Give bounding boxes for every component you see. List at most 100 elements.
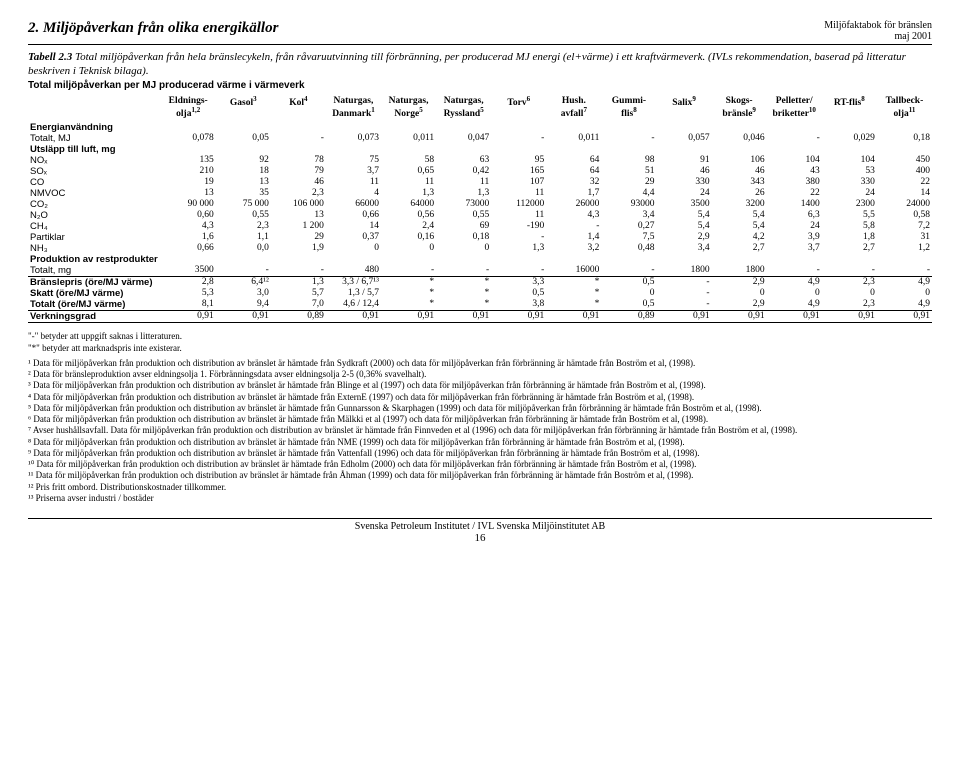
table-row: CO191346111111107322933034338033022 [28,177,932,188]
cell: * [546,277,601,288]
table-caption: Tabell 2.3 Total miljöpåverkan från hela… [28,51,932,92]
cell: 3500 [161,265,216,277]
cell: - [546,221,601,232]
cell [877,122,932,133]
cell [491,122,546,133]
cell: 2,3 [271,188,326,199]
cell: 13 [216,177,271,188]
table-row: Utsläpp till luft, mg [28,144,932,155]
row-label: CO [28,177,161,188]
cell: 0,91 [161,311,216,323]
cell: 46 [271,177,326,188]
cell: 4,6 / 12,4 [326,299,381,311]
cell: - [216,265,271,277]
cell: 3,8 [491,299,546,311]
cell: 4,9 [767,299,822,311]
cell: - [491,265,546,277]
table-head: Eldnings-olja1,2Gasol3Kol4Naturgas,Danma… [28,96,932,122]
cell: 1,8 [822,232,877,243]
footnote: ¹ Data för miljöpåverkan från produktion… [28,358,932,369]
cell: 210 [161,166,216,177]
top-bar: 2. Miljöpåverkan från olika energikällor… [28,20,932,45]
cell [767,144,822,155]
table-row: Produktion av restprodukter [28,254,932,265]
cell: 0,91 [822,311,877,323]
cell: 92 [216,155,271,166]
cell [436,254,491,265]
cell: 24000 [877,199,932,210]
cell: 79 [271,166,326,177]
cell: 1,7 [546,188,601,199]
cell [767,254,822,265]
row-label: Skatt (öre/MJ värme) [28,288,161,299]
cell: 0,011 [546,133,601,144]
cell [546,122,601,133]
cell: * [381,299,436,311]
cell: 8,1 [161,299,216,311]
cell: 51 [601,166,656,177]
table-row: CH₄4,32,31 200142,469-190-0,275,45,4245,… [28,221,932,232]
cell: 3,3 / 6,7¹³ [326,277,381,288]
cell: - [601,133,656,144]
cell: - [271,265,326,277]
cell: 165 [491,166,546,177]
cell [216,122,271,133]
cell: * [436,288,491,299]
cell: 0,91 [326,311,381,323]
cell [216,144,271,155]
cell: 7,0 [271,299,326,311]
cell: 2,9 [712,277,767,288]
cell: 5,4 [656,210,711,221]
caption-line2: Total miljöpåverkan per MJ producerad vä… [28,80,305,91]
cell [656,122,711,133]
footer-line: Svenska Petroleum Institutet / IVL Svens… [355,521,605,532]
cell [161,254,216,265]
cell [546,254,601,265]
cell: - [656,299,711,311]
cell: 106 000 [271,199,326,210]
cell: 480 [326,265,381,277]
cell: 1,9 [271,243,326,254]
doc-title: Miljöfaktabok för bränslen [824,20,932,31]
cell: 0,89 [271,311,326,323]
cell: - [381,265,436,277]
cell: - [767,133,822,144]
cell: 35 [216,188,271,199]
col-header: Gummi-flis8 [601,96,656,122]
col-header: Hush.avfall7 [546,96,601,122]
cell: 3500 [656,199,711,210]
cell: - [491,133,546,144]
footnote: ³ Data för miljöpåverkan från produktion… [28,380,932,391]
cell: 2,9 [656,232,711,243]
cell: 64 [546,155,601,166]
table-row: Totalt, MJ0,0780,05-0,0730,0110,047-0,01… [28,133,932,144]
cell: 14 [877,188,932,199]
row-label: Bränslepris (öre/MJ värme) [28,277,161,288]
footnote: ¹⁰ Data för miljöpåverkan från produktio… [28,459,932,470]
cell: 2,8 [161,277,216,288]
cell: 0,078 [161,133,216,144]
cell [822,254,877,265]
cell: 330 [656,177,711,188]
cell: 58 [381,155,436,166]
table-row: NH₃0,660,01,90001,33,20,483,42,73,72,71,… [28,243,932,254]
cell: 11 [326,177,381,188]
table-row: CO₂90 00075 000106 000660006400073000112… [28,199,932,210]
footnote: ⁵ Data för miljöpåverkan från produktion… [28,403,932,414]
cell: 64 [546,166,601,177]
cell: 26 [712,188,767,199]
cell: 46 [712,166,767,177]
cell: 1,6 [161,232,216,243]
cell: 31 [877,232,932,243]
header-right: Miljöfaktabok för bränslen maj 2001 [824,20,932,42]
footnote: ⁷ Avser hushållsavfall. Data för miljöpå… [28,425,932,436]
cell: * [546,288,601,299]
cell: 1,3 [436,188,491,199]
cell: * [436,299,491,311]
cell: 3,7 [326,166,381,177]
row-label: NOₓ [28,155,161,166]
cell [712,122,767,133]
legend-line: "-" betyder att uppgift saknas i littera… [28,331,932,342]
cell: 4,4 [601,188,656,199]
cell: 0,91 [436,311,491,323]
